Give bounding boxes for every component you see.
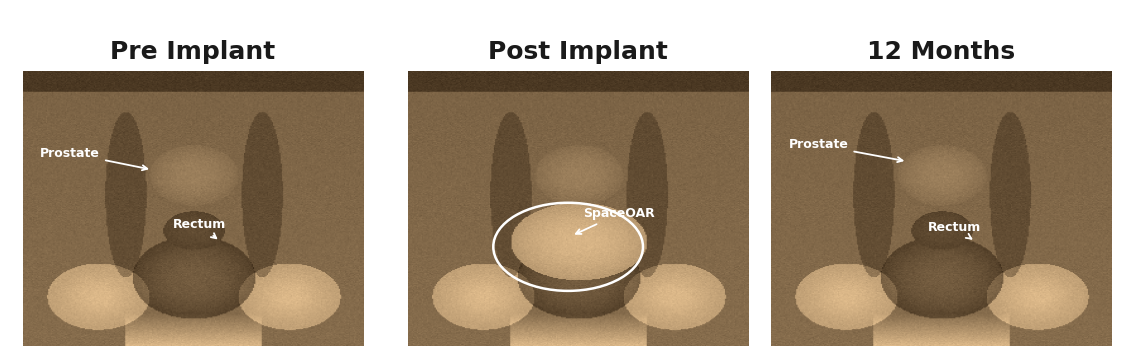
Text: Rectum: Rectum (174, 218, 226, 238)
Title: Post Implant: Post Implant (489, 41, 668, 65)
Text: SpaceOAR: SpaceOAR (576, 207, 655, 234)
Title: Pre Implant: Pre Implant (110, 41, 276, 65)
Text: Rectum: Rectum (929, 221, 981, 239)
Title: 12 Months: 12 Months (868, 41, 1015, 65)
Text: Prostate: Prostate (41, 147, 147, 170)
Text: Prostate: Prostate (789, 138, 903, 162)
